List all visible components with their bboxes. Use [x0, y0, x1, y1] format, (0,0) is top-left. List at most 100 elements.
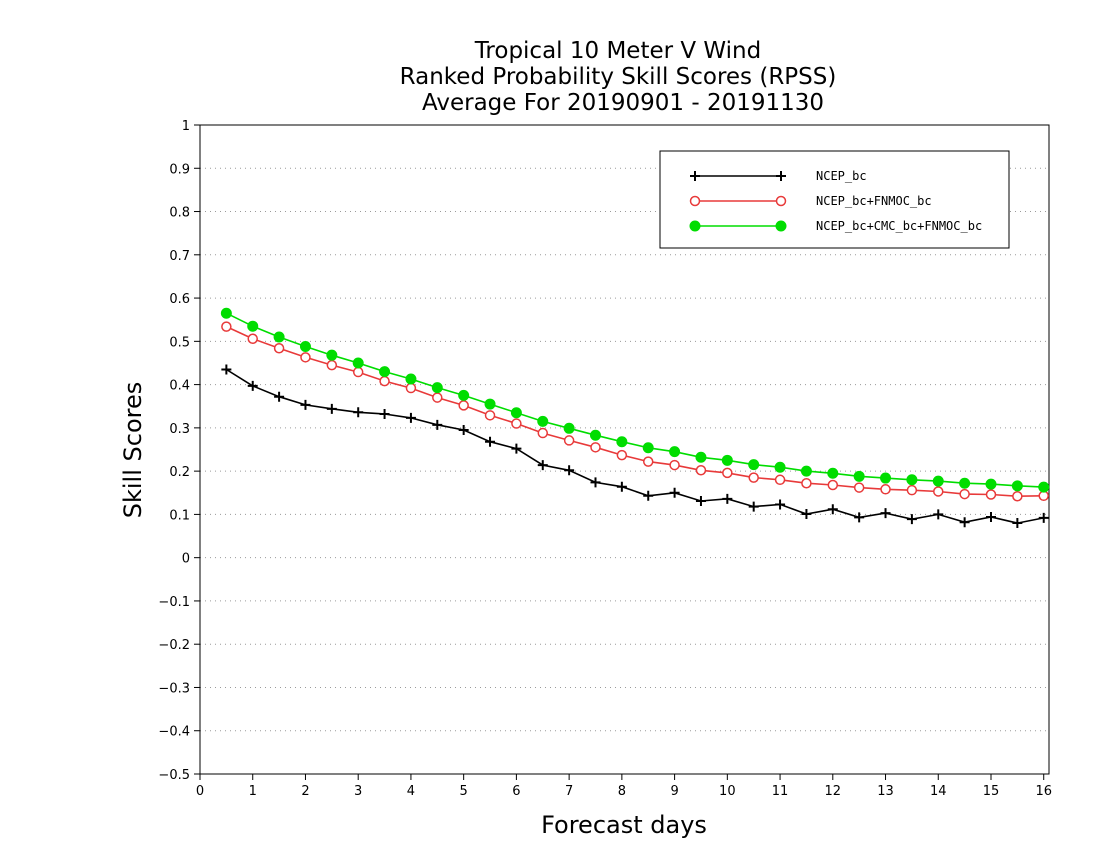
data-point	[985, 478, 997, 490]
data-point	[247, 380, 258, 391]
data-point	[589, 429, 601, 441]
data-point	[748, 501, 759, 512]
chart-title-line-3: Average For 20190901 - 20191130	[422, 90, 824, 116]
data-point	[669, 459, 680, 471]
data-point	[405, 412, 416, 423]
gridlines	[200, 167, 1049, 732]
series-line	[225, 368, 1044, 524]
data-point	[1012, 518, 1023, 529]
legend-marker	[689, 220, 701, 232]
series-1	[221, 364, 1049, 529]
data-point	[906, 474, 918, 486]
data-point	[300, 352, 311, 363]
data-point	[221, 364, 232, 375]
data-point	[985, 511, 996, 522]
data-point	[485, 436, 496, 447]
data-point	[511, 443, 522, 454]
data-point	[695, 465, 707, 476]
data-point	[563, 422, 575, 434]
data-point	[748, 459, 760, 471]
y-tick-label: 0.9	[169, 162, 190, 177]
data-point	[616, 449, 628, 461]
data-point	[458, 389, 470, 401]
y-tick-label: −0.1	[158, 595, 190, 610]
data-point	[880, 484, 891, 495]
data-point	[827, 504, 838, 515]
data-point	[564, 465, 575, 476]
data-point	[642, 442, 654, 454]
y-axis-ticks: −0.5 −0.4 −0.3 −0.2 −0.1 0 0.1 0.2 0.3 0.4 0.5 0.6 0…	[158, 119, 200, 783]
data-point	[854, 512, 865, 523]
data-point	[405, 373, 417, 385]
data-point	[616, 436, 628, 448]
legend-marker	[776, 171, 786, 181]
data-point	[933, 509, 944, 520]
legend-entry: NCEP_bc	[690, 169, 867, 183]
y-tick-label: −0.5	[158, 768, 190, 783]
series-line	[226, 312, 1044, 488]
data-point	[352, 366, 364, 378]
data-point	[537, 460, 548, 471]
y-tick-label: 0	[182, 552, 190, 567]
y-tick-label: −0.4	[158, 725, 190, 740]
data-point	[959, 517, 970, 528]
data-point	[774, 474, 786, 486]
x-tick-label: 6	[512, 784, 520, 799]
legend-marker	[775, 195, 787, 207]
data-point	[221, 321, 232, 332]
data-point	[379, 366, 391, 378]
data-point	[590, 477, 601, 488]
y-tick-label: 1	[182, 119, 190, 134]
y-tick-label: 0.2	[169, 465, 190, 480]
data-point	[326, 403, 337, 414]
data-point	[405, 382, 417, 394]
x-tick-label: 0	[196, 784, 204, 799]
x-tick-label: 13	[877, 784, 894, 799]
data-point	[932, 475, 944, 487]
data-point	[379, 375, 390, 387]
data-point	[299, 341, 311, 353]
data-point	[510, 407, 522, 419]
x-axis-label: Forecast days	[541, 811, 707, 839]
data-point	[827, 479, 839, 491]
x-tick-label: 10	[719, 784, 736, 799]
data-point	[1011, 480, 1023, 492]
x-tick-label: 12	[825, 784, 842, 799]
legend-marker	[690, 171, 700, 181]
data-point	[775, 499, 786, 510]
x-tick-label: 9	[670, 784, 678, 799]
data-point	[511, 418, 522, 429]
data-point	[800, 465, 812, 477]
data-point	[458, 400, 469, 411]
x-axis-ticks: 0 1 2 3 4 5 6 7 8 9 10 11 12 13 14 15 16	[196, 774, 1052, 799]
y-tick-label: 0.7	[169, 249, 190, 264]
data-point	[880, 508, 891, 519]
legend-entry: NCEP_bc+FNMOC_bc	[689, 194, 932, 208]
x-tick-label: 3	[354, 784, 362, 799]
x-tick-label: 14	[930, 784, 947, 799]
data-point	[220, 307, 232, 319]
data-point	[669, 487, 680, 498]
legend-label: NCEP_bc	[816, 169, 867, 183]
data-point	[326, 349, 338, 361]
data-point	[906, 514, 917, 525]
y-tick-label: 0.4	[169, 379, 190, 394]
data-point	[959, 477, 971, 489]
x-tick-label: 8	[618, 784, 626, 799]
x-tick-label: 2	[301, 784, 309, 799]
chart-title: Tropical 10 Meter V Wind Ranked Probabil…	[400, 38, 837, 116]
legend-label: NCEP_bc+FNMOC_bc	[816, 194, 932, 208]
data-point	[273, 343, 285, 354]
chart-title-line-1: Tropical 10 Meter V Wind	[474, 38, 761, 64]
data-point	[379, 409, 390, 420]
data-point	[853, 470, 865, 482]
x-tick-label: 15	[983, 784, 1000, 799]
data-point	[326, 359, 338, 371]
data-point	[484, 398, 496, 410]
data-point	[431, 382, 443, 394]
y-tick-label: −0.3	[158, 681, 190, 696]
data-point	[721, 454, 733, 466]
legend-label: NCEP_bc+CMC_bc+FNMOC_bc	[816, 219, 982, 233]
y-tick-label: 0.6	[169, 292, 190, 307]
